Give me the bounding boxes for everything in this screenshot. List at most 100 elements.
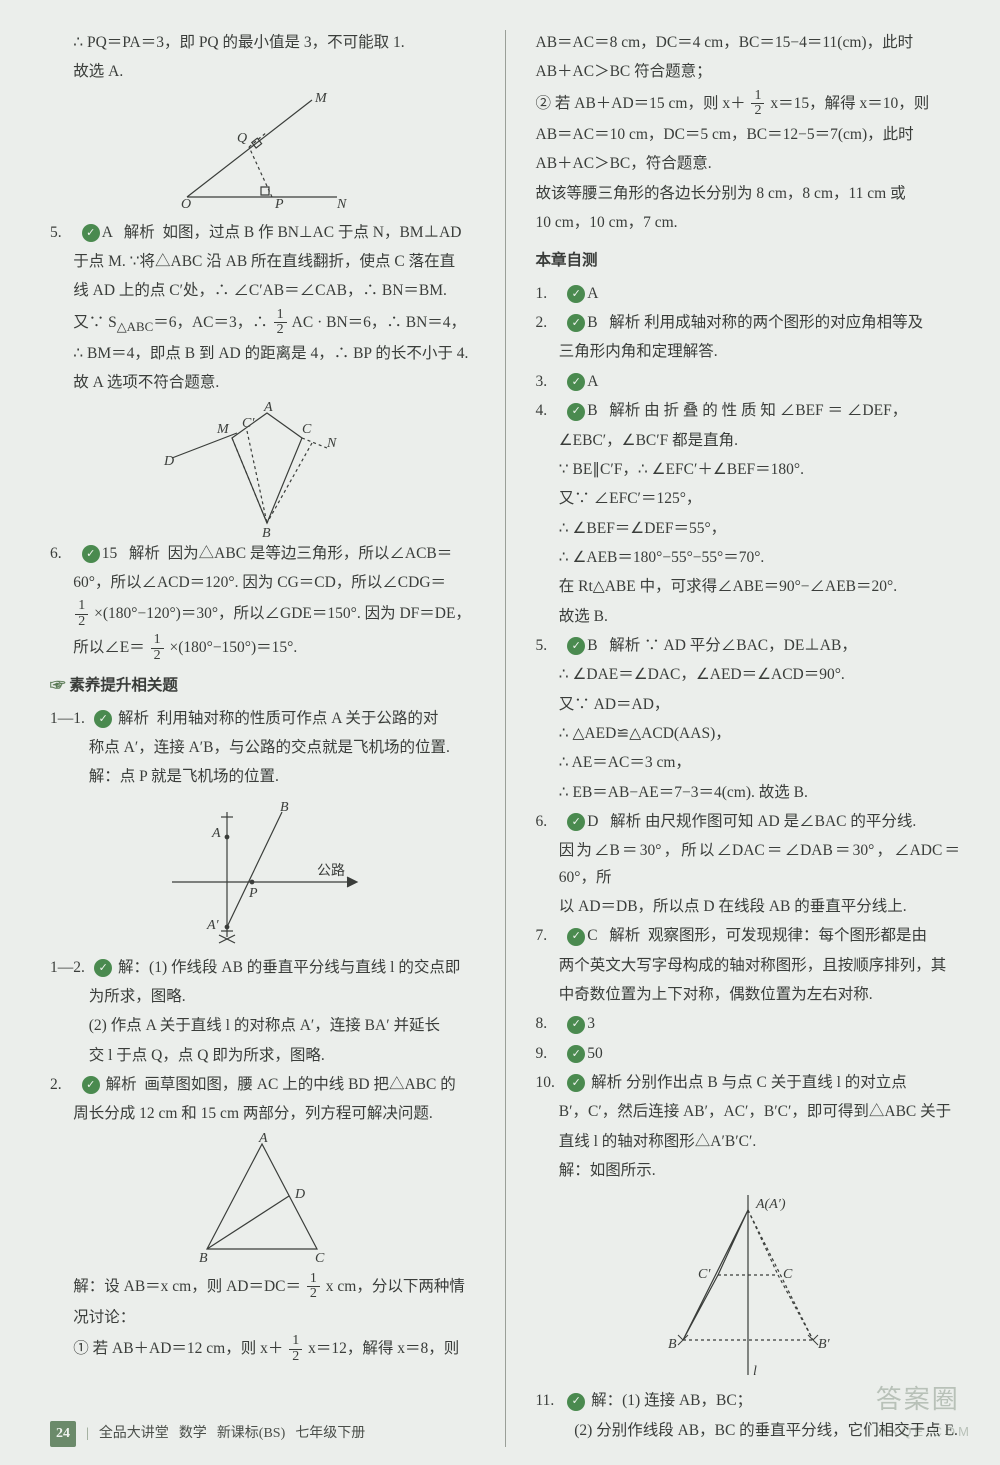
figure-3: A A′ B P 公路 (50, 797, 475, 947)
figure-5: A(A′) B B′ C C′ l (536, 1190, 961, 1380)
svg-text:C: C (302, 422, 312, 437)
text: ∴ ∠AEB＝180°−55°−55°＝70°. (536, 545, 961, 571)
svg-text:C: C (783, 1267, 793, 1282)
anal-label: 解析 (129, 545, 160, 562)
q6: 6. ✓15 解析 因为△ABC 是等边三角形，所以∠ACB＝ (50, 541, 475, 567)
check-icon: ✓ (567, 928, 585, 946)
text: 为所求，图略. (50, 984, 475, 1010)
q1-2: 1—2. ✓ 解：(1) 作线段 AB 的垂直平分线与直线 l 的交点即 (50, 955, 475, 981)
svg-text:B: B (199, 1251, 208, 1266)
text: ∴ ∠DAE＝∠DAC，∠AED＝∠ACD＝90°. (536, 662, 961, 688)
text: 又∵ ∠EFC′＝125°， (536, 486, 961, 512)
text: AB＝AC＝10 cm，DC＝5 cm，BC＝12−5＝7(cm)，此时 (536, 122, 961, 148)
q-number: 5. (50, 220, 78, 246)
svg-text:D: D (294, 1187, 305, 1202)
svg-text:A: A (263, 400, 273, 415)
text: 又∵ AD＝AD， (536, 692, 961, 718)
check-icon: ✓ (567, 637, 585, 655)
check-icon: ✓ (567, 403, 585, 421)
text: AB＝AC＝8 cm，DC＝4 cm，BC＝15−4＝11(cm)，此时 (536, 30, 961, 56)
svg-text:Q: Q (237, 131, 247, 146)
b4: 4. ✓B 解析 由 折 叠 的 性 质 知 ∠BEF ＝ ∠DEF， (536, 398, 961, 424)
text: AB＋AC＞BC 符合题意； (536, 59, 961, 85)
check-icon: ✓ (567, 373, 585, 391)
b3: 3. ✓A (536, 369, 961, 395)
text: 利用轴对称的性质可作点 A 关于公路的对 (157, 710, 439, 727)
section-title: 本章自测 (536, 248, 961, 274)
text: ∴ PQ＝PA＝3，即 PQ 的最小值是 3，不可能取 1. (50, 30, 475, 56)
text: B′，C′，然后连接 AB′，AC′，B′C′，即可得到△ABC 关于 (536, 1099, 961, 1125)
footer-title: 全品大讲堂 (99, 1422, 169, 1446)
text: ∵ BE∥C′F，∴ ∠EFC′＋∠BEF＝180°. (536, 457, 961, 483)
svg-text:A(A′): A(A′) (755, 1197, 786, 1212)
text: 解：如图所示. (536, 1158, 961, 1184)
check-icon: ✓ (567, 1393, 585, 1411)
text: 10 cm，10 cm，7 cm. (536, 210, 961, 236)
q-number: 1—2. (50, 955, 90, 981)
footer-subject: 数学 (179, 1422, 207, 1446)
text: 线 AD 上的点 C′处，∴ ∠C′AB＝∠CAB，∴ BN＝BM. (50, 278, 475, 304)
text: ∠EBC′，∠BC′F 都是直角. (536, 428, 961, 454)
check-icon: ✓ (567, 813, 585, 831)
text: 所以∠E＝ 12 ×(180°−150°)＝15°. (50, 633, 475, 663)
text: ② 若 AB＋AD＝15 cm，则 x＋ 12 x＝15，解得 x＝10，则 (536, 89, 961, 119)
svg-text:B: B (668, 1337, 677, 1352)
q-number: 6. (50, 541, 78, 567)
text: 12 ×(180°−120°)＝30°，所以∠GDE＝150°. 因为 DF＝D… (50, 599, 475, 629)
anal-label: 解析 (106, 1076, 137, 1093)
svg-text:M: M (314, 91, 328, 106)
text: ∴ ∠BEF＝∠DEF＝55°， (536, 516, 961, 542)
text: (2) 作点 A 关于直线 l 的对称点 A′，连接 BA′ 并延长 (50, 1013, 475, 1039)
text: 画草图如图，腰 AC 上的中线 BD 把△ABC 的 (144, 1076, 455, 1093)
footer-grade: 七年级下册 (295, 1422, 365, 1446)
b7: 7. ✓C 解析 观察图形，可发现规律：每个图形都是由 (536, 923, 961, 949)
page-footer: 24 | 全品大讲堂 数学 新课标(BS) 七年级下册 (50, 1421, 365, 1447)
b10: 10. ✓ 解析 分别作出点 B 与点 C 关于直线 l 的对立点 (536, 1070, 961, 1096)
text: 故选 A. (50, 59, 475, 85)
b6: 6. ✓D 解析 由尺规作图可知 AD 是∠BAC 的平分线. (536, 809, 961, 835)
text: 中奇数位置为上下对称，偶数位置为左右对称. (536, 982, 961, 1008)
svg-text:l: l (753, 1364, 757, 1379)
check-icon: ✓ (567, 285, 585, 303)
check-icon: ✓ (567, 1045, 585, 1063)
check-icon: ✓ (82, 545, 100, 563)
footer-edition: 新课标(BS) (217, 1422, 285, 1446)
svg-text:D: D (163, 454, 174, 469)
svg-text:公路: 公路 (317, 863, 345, 879)
svg-text:P: P (248, 886, 258, 901)
svg-text:C: C (315, 1251, 325, 1266)
svg-text:N: N (326, 436, 337, 451)
q-number: 2. (50, 1072, 78, 1098)
check-icon: ✓ (567, 1016, 585, 1034)
text: 称点 A′，连接 A′B，与公路的交点就是飞机场的位置. (50, 735, 475, 761)
svg-text:O: O (181, 197, 191, 212)
svg-text:A: A (258, 1131, 268, 1146)
text: 于点 M. ∵将△ABC 沿 AB 所在直线翻折，使点 C 落在直 (50, 249, 475, 275)
text: ① 若 AB＋AD＝12 cm，则 x＋ 12 x＝12，解得 x＝8，则 (50, 1334, 475, 1364)
q2: 2. ✓ 解析 画草图如图，腰 AC 上的中线 BD 把△ABC 的 (50, 1072, 475, 1098)
answer: 15 (102, 545, 118, 562)
anal-label: 解析 (118, 710, 149, 727)
figure-1: O M N P Q (50, 92, 475, 212)
text: ∴ BM＝4，即点 B 到 AD 的距离是 4，∴ BP 的长不小于 4. (50, 341, 475, 367)
svg-text:C′: C′ (242, 416, 255, 431)
text: 故选 B. (536, 604, 961, 630)
text: ∴ △AED≌△ACD(AAS)， (536, 721, 961, 747)
q1-1: 1—1. ✓ 解析 利用轴对称的性质可作点 A 关于公路的对 (50, 706, 475, 732)
svg-text:P: P (274, 197, 284, 212)
text: 60°，所以∠ACD＝120°. 因为 CG＝CD，所以∠CDG＝ (50, 570, 475, 596)
q-number: 1—1. (50, 706, 90, 732)
figure-4: A B C D (50, 1134, 475, 1264)
section-title: 素养提升相关题 (50, 673, 475, 699)
text: 交 l 于点 Q，点 Q 即为所求，图略. (50, 1043, 475, 1069)
left-column: ∴ PQ＝PA＝3，即 PQ 的最小值是 3，不可能取 1. 故选 A. O M… (50, 30, 475, 1447)
figure-2: A B C C′ D M N (50, 403, 475, 533)
svg-text:B: B (262, 526, 271, 541)
check-icon: ✓ (94, 959, 112, 977)
b1: 1. ✓A (536, 281, 961, 307)
text: 两个英文大写字母构成的轴对称图形，且按顺序排列，其 (536, 953, 961, 979)
svg-text:B: B (280, 800, 289, 815)
answer: A (102, 224, 112, 241)
page-number: 24 (50, 1421, 76, 1447)
check-icon: ✓ (567, 1074, 585, 1092)
